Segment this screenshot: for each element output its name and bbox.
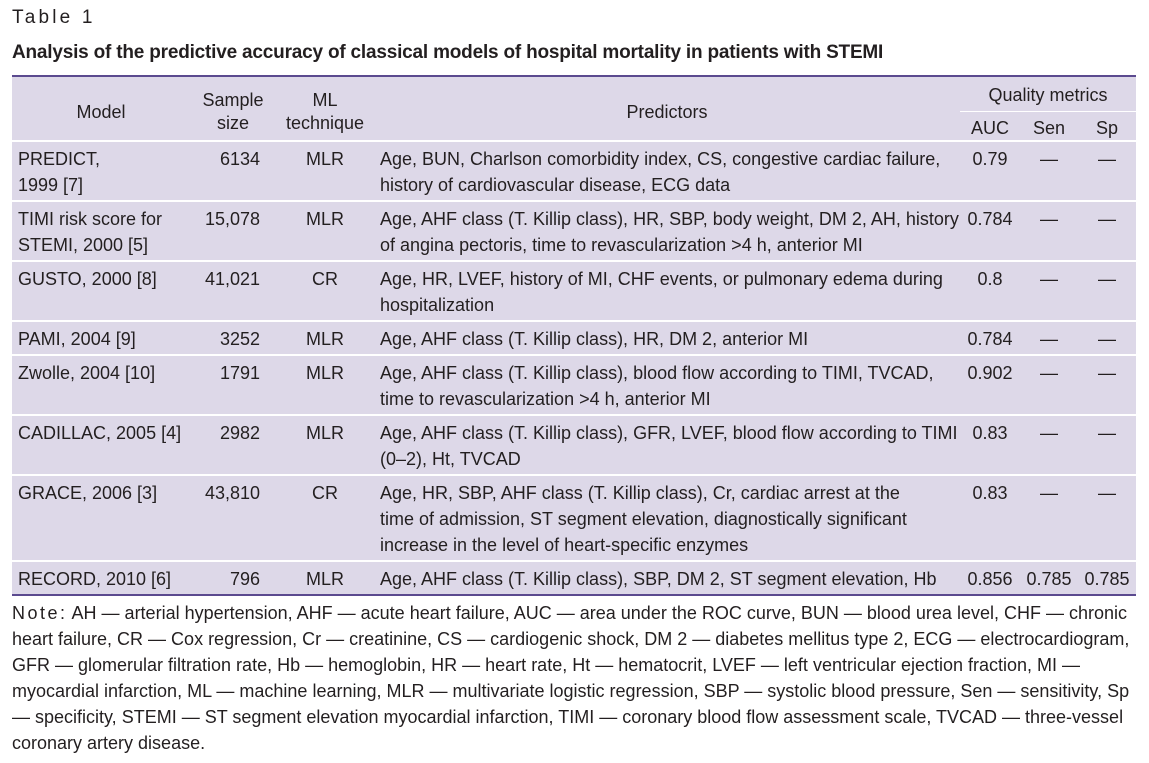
cell-predictors: Age, HR, SBP, AHF class (T. Killip class… <box>374 474 960 561</box>
cell-auc: 0.902 <box>960 354 1020 415</box>
table-row: CADILLAC, 2005 [4] 2982 MLR Age, AHF cla… <box>12 414 1137 475</box>
cell-auc: 0.8 <box>960 260 1020 321</box>
cell-predictors: Age, BUN, Charlson comorbidity index, CS… <box>374 140 960 201</box>
cell-sp: — <box>1078 414 1137 475</box>
cell-ml-technique: MLR <box>276 320 374 355</box>
cell-model: PREDICT, 1999 [7] <box>12 140 190 201</box>
table-note: Note: AH — arterial hypertension, AHF — … <box>12 600 1140 756</box>
cell-predictors: Age, AHF class (T. Killip class), HR, SB… <box>374 200 960 261</box>
cell-ml-technique: CR <box>276 260 374 321</box>
cell-sen: 0.785 <box>1020 560 1078 594</box>
cell-sample-size: 796 <box>190 560 276 594</box>
cell-sp: — <box>1078 260 1137 321</box>
data-table-container: Model Sample size ML technique Predictor… <box>12 75 1137 596</box>
cell-auc: 0.784 <box>960 200 1020 261</box>
cell-sample-size: 43,810 <box>190 474 276 561</box>
cell-sample-size: 1791 <box>190 354 276 415</box>
cell-sample-size: 2982 <box>190 414 276 475</box>
table-caption: Analysis of the predictive accuracy of c… <box>12 42 884 63</box>
cell-predictors-text: Age, HR, SBP, AHF class (T. Killip class… <box>380 483 907 555</box>
header-quality-metrics: Quality metrics <box>960 77 1137 112</box>
table-row: PAMI, 2004 [9] 3252 MLR Age, AHF class (… <box>12 320 1137 355</box>
header-sp: Sp <box>1095 118 1119 138</box>
cell-auc: 0.83 <box>960 474 1020 561</box>
cell-sen: — <box>1020 354 1078 415</box>
cell-model-text: TIMI risk score for STEMI, 2000 [5] <box>18 209 163 255</box>
cell-ml-technique: CR <box>276 474 374 561</box>
header-ml-technique: ML technique <box>276 77 374 141</box>
cell-ml-technique: MLR <box>276 200 374 261</box>
cell-model: PAMI, 2004 [9] <box>12 320 190 355</box>
cell-sp: 0.785 <box>1078 560 1137 594</box>
cell-model: CADILLAC, 2005 [4] <box>12 414 190 475</box>
header-auc: AUC <box>970 118 1009 138</box>
cell-sample-size: 41,021 <box>190 260 276 321</box>
cell-sen: — <box>1020 320 1078 355</box>
header-model: Model <box>76 102 126 122</box>
table-row: PREDICT, 1999 [7] 6134 MLR Age, BUN, Cha… <box>12 140 1137 201</box>
cell-ml-technique: MLR <box>276 560 374 594</box>
cell-sp: — <box>1078 140 1137 201</box>
cell-auc: 0.784 <box>960 320 1020 355</box>
cell-ml-technique: MLR <box>276 414 374 475</box>
cell-sample-size: 15,078 <box>190 200 276 261</box>
cell-predictors: Age, AHF class (T. Killip class), SBP, D… <box>374 560 960 594</box>
cell-sen: — <box>1020 200 1078 261</box>
cell-sen: — <box>1020 474 1078 561</box>
header-sen: Sen <box>1032 118 1066 138</box>
cell-predictors: Age, AHF class (T. Killip class), HR, DM… <box>374 320 960 355</box>
cell-sample-size: 3252 <box>190 320 276 355</box>
cell-sample-size: 6134 <box>190 140 276 201</box>
note-lead: Note: <box>12 603 68 623</box>
cell-sen: — <box>1020 140 1078 201</box>
cell-auc: 0.79 <box>960 140 1020 201</box>
cell-predictors: Age, AHF class (T. Killip class), blood … <box>374 354 960 415</box>
header-sample-size: Sample size <box>190 77 276 141</box>
header-ml-technique-text: ML technique <box>285 90 365 133</box>
header-sample-size-text: Sample size <box>202 90 264 133</box>
table-row: GRACE, 2006 [3] 43,810 CR Age, HR, SBP, … <box>12 474 1137 561</box>
cell-auc: 0.83 <box>960 414 1020 475</box>
cell-auc: 0.856 <box>960 560 1020 594</box>
cell-model: Zwolle, 2004 [10] <box>12 354 190 415</box>
cell-model: GUSTO, 2000 [8] <box>12 260 190 321</box>
table-row: RECORD, 2010 [6] 796 MLR Age, AHF class … <box>12 560 1137 594</box>
table-row: Zwolle, 2004 [10] 1791 MLR Age, AHF clas… <box>12 354 1137 415</box>
cell-sen: — <box>1020 414 1078 475</box>
note-text: AH — arterial hypertension, AHF — acute … <box>12 603 1130 753</box>
cell-model-text: PREDICT, 1999 [7] <box>18 149 101 195</box>
cell-sp: — <box>1078 200 1137 261</box>
cell-sen: — <box>1020 260 1078 321</box>
header-predictors: Predictors <box>626 102 708 122</box>
cell-sp: — <box>1078 474 1137 561</box>
cell-model: GRACE, 2006 [3] <box>12 474 190 561</box>
cell-predictors: Age, HR, LVEF, history of MI, CHF events… <box>374 260 960 321</box>
cell-predictors: Age, AHF class (T. Killip class), GFR, L… <box>374 414 960 475</box>
cell-sp: — <box>1078 354 1137 415</box>
cell-ml-technique: MLR <box>276 140 374 201</box>
table-row: GUSTO, 2000 [8] 41,021 CR Age, HR, LVEF,… <box>12 260 1137 321</box>
table-label: Table 1 <box>12 7 96 28</box>
data-table: Model Sample size ML technique Predictor… <box>12 77 1137 594</box>
cell-model: TIMI risk score for STEMI, 2000 [5] <box>12 200 190 261</box>
cell-model: RECORD, 2010 [6] <box>12 560 190 594</box>
cell-ml-technique: MLR <box>276 354 374 415</box>
cell-sp: — <box>1078 320 1137 355</box>
table-row: TIMI risk score for STEMI, 2000 [5] 15,0… <box>12 200 1137 261</box>
